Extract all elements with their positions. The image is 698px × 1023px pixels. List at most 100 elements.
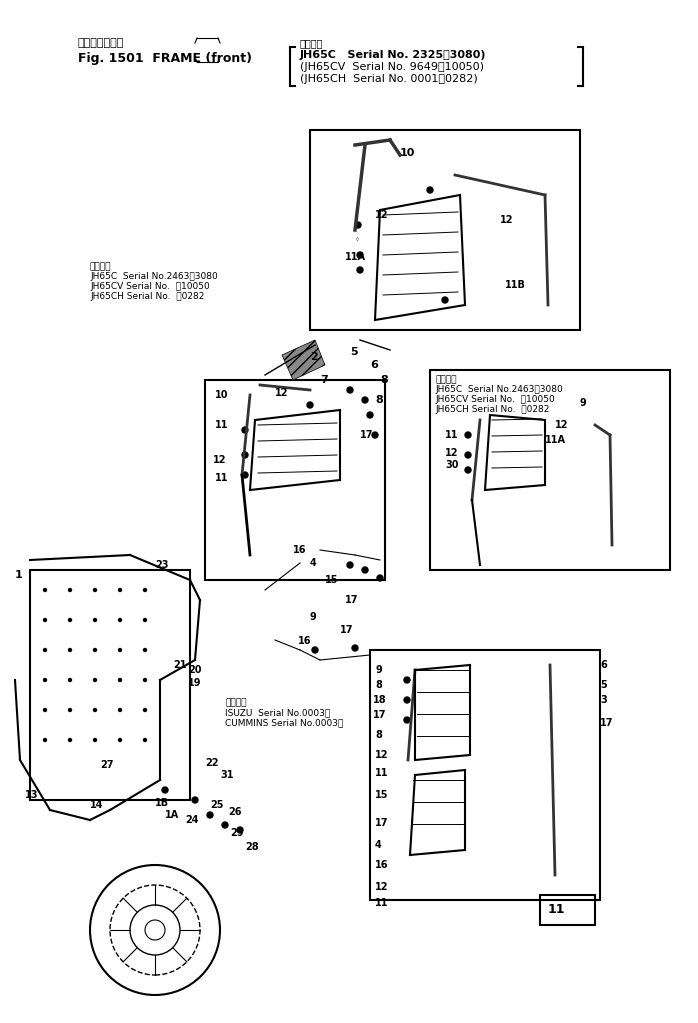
Circle shape (68, 649, 71, 652)
Text: 適用号機: 適用号機 (435, 375, 456, 384)
Text: 12: 12 (375, 750, 389, 760)
Text: 1A: 1A (165, 810, 179, 820)
Circle shape (68, 678, 71, 681)
Text: (JH65CH  Serial No. 0001～0282): (JH65CH Serial No. 0001～0282) (300, 74, 477, 84)
Circle shape (144, 678, 147, 681)
Circle shape (144, 588, 147, 591)
Circle shape (242, 452, 248, 458)
Text: JH65CH Serial No.  ～0282: JH65CH Serial No. ～0282 (435, 405, 549, 414)
Text: 20: 20 (188, 665, 202, 675)
Text: ◦: ◦ (355, 235, 360, 244)
Text: 9: 9 (375, 665, 382, 675)
Text: 10: 10 (215, 390, 228, 400)
Circle shape (347, 387, 353, 393)
Text: 12: 12 (275, 388, 288, 398)
Text: 適用号機: 適用号機 (300, 38, 323, 48)
Text: 14: 14 (90, 800, 103, 810)
Text: 12: 12 (500, 215, 514, 225)
Circle shape (144, 739, 147, 742)
Circle shape (237, 827, 243, 833)
Text: 22: 22 (205, 758, 218, 768)
Circle shape (144, 709, 147, 712)
Circle shape (43, 649, 47, 652)
Circle shape (404, 717, 410, 723)
Text: 11: 11 (215, 473, 228, 483)
Circle shape (94, 709, 96, 712)
Circle shape (119, 739, 121, 742)
Text: 17: 17 (360, 430, 373, 440)
Circle shape (242, 427, 248, 433)
Circle shape (242, 472, 248, 478)
Circle shape (427, 187, 433, 193)
Text: 17: 17 (373, 710, 387, 720)
Circle shape (404, 677, 410, 683)
Circle shape (404, 697, 410, 703)
Text: JH65C  Serial No.2463～3080: JH65C Serial No.2463～3080 (435, 385, 563, 394)
Text: 23: 23 (155, 560, 168, 570)
Circle shape (119, 678, 121, 681)
Circle shape (372, 432, 378, 438)
Text: 16: 16 (375, 860, 389, 870)
Text: 11: 11 (375, 768, 389, 779)
Circle shape (119, 619, 121, 622)
Text: ISUZU  Serial No.0003～: ISUZU Serial No.0003～ (225, 708, 330, 717)
Bar (430, 370, 670, 570)
Text: 11: 11 (375, 898, 389, 908)
Circle shape (94, 619, 96, 622)
Circle shape (68, 619, 71, 622)
Text: 10: 10 (400, 148, 415, 158)
Circle shape (362, 397, 368, 403)
Text: 12: 12 (555, 420, 568, 430)
Circle shape (352, 644, 358, 651)
Text: 4: 4 (310, 558, 317, 568)
Text: 適用号機: 適用号機 (90, 262, 112, 271)
Text: 適用号機: 適用号機 (225, 698, 246, 707)
Text: 5: 5 (350, 347, 357, 357)
Text: 29: 29 (230, 828, 244, 838)
Text: 2: 2 (310, 352, 318, 362)
Circle shape (442, 297, 448, 303)
Circle shape (43, 739, 47, 742)
Text: 11A: 11A (345, 252, 366, 262)
Text: 6: 6 (600, 660, 607, 670)
Circle shape (68, 739, 71, 742)
Circle shape (68, 709, 71, 712)
Text: 30: 30 (445, 460, 459, 470)
Text: JH65CV Serial No.  ～10050: JH65CV Serial No. ～10050 (435, 395, 555, 404)
Circle shape (144, 619, 147, 622)
Text: 16: 16 (298, 636, 311, 646)
Text: 21: 21 (173, 660, 186, 670)
Circle shape (68, 588, 71, 591)
Text: 17: 17 (345, 595, 359, 605)
Circle shape (222, 822, 228, 828)
Text: 17: 17 (375, 818, 389, 828)
Text: 24: 24 (185, 815, 198, 825)
Text: 16: 16 (293, 545, 306, 555)
Text: 28: 28 (245, 842, 259, 852)
Circle shape (357, 252, 363, 258)
Circle shape (94, 739, 96, 742)
Text: 17: 17 (600, 718, 614, 728)
Text: フレーム（前）: フレーム（前） (78, 38, 124, 48)
Text: 8: 8 (380, 375, 388, 385)
Text: 12: 12 (375, 882, 389, 892)
Text: 11A: 11A (545, 435, 566, 445)
Text: 9: 9 (310, 612, 317, 622)
Text: 8: 8 (375, 680, 382, 690)
Circle shape (362, 567, 368, 573)
Text: 6: 6 (370, 360, 378, 370)
Circle shape (43, 588, 47, 591)
Circle shape (162, 787, 168, 793)
Circle shape (347, 562, 353, 568)
Text: 19: 19 (188, 678, 202, 688)
Text: 9: 9 (580, 398, 587, 408)
Circle shape (355, 222, 361, 228)
Text: 26: 26 (228, 807, 242, 817)
Circle shape (94, 678, 96, 681)
Text: 1: 1 (15, 570, 23, 580)
Circle shape (377, 575, 383, 581)
Text: 27: 27 (100, 760, 114, 770)
Text: 7: 7 (320, 375, 328, 385)
Text: 8: 8 (375, 730, 382, 740)
Text: 25: 25 (210, 800, 223, 810)
